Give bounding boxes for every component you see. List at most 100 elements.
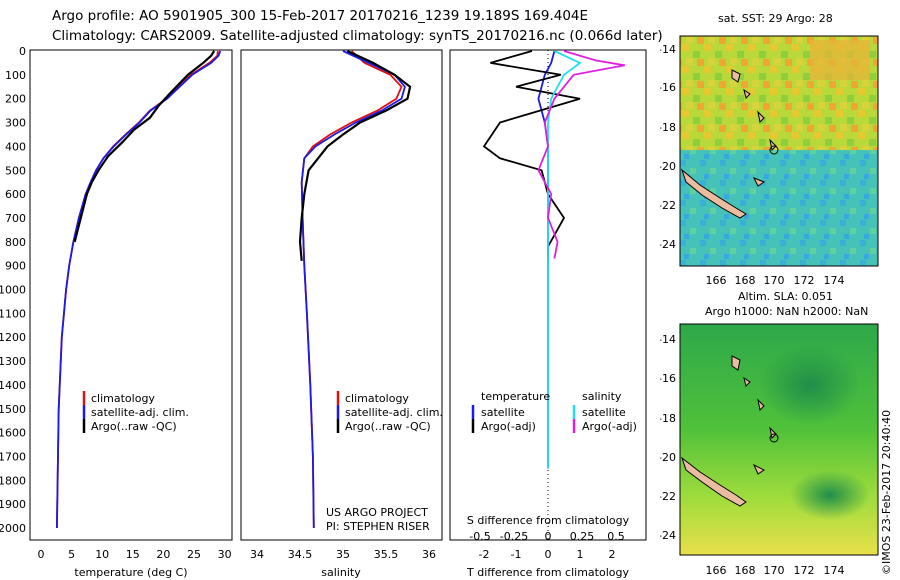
sla-lat-tick: -18 bbox=[660, 412, 676, 425]
depth-tick: 1900 bbox=[0, 498, 26, 511]
argo-location bbox=[769, 433, 779, 443]
depth-tick: 2000 bbox=[0, 522, 26, 535]
salinity-panel bbox=[240, 49, 443, 541]
legend-label: climatology bbox=[91, 392, 155, 405]
series-line bbox=[537, 50, 556, 469]
depth-tick: 700 bbox=[5, 212, 26, 225]
sal-xtick: 34.5 bbox=[288, 548, 313, 561]
depth-tick: 300 bbox=[5, 117, 26, 130]
s-tick: -0.25 bbox=[500, 530, 528, 543]
sst-lat-tick: -16 bbox=[660, 81, 676, 94]
depth-tick: 1700 bbox=[0, 450, 26, 463]
t-tick: 1 bbox=[577, 548, 584, 561]
t-tick: 2 bbox=[609, 548, 616, 561]
sla-lon-tick: 166 bbox=[706, 564, 727, 577]
s-tick: 0 bbox=[545, 530, 552, 543]
depth-tick: 1400 bbox=[0, 379, 26, 392]
pi-note: PI: STEPHEN RISER bbox=[326, 520, 430, 533]
legend-label: satellite bbox=[582, 406, 626, 419]
sst-lat-tick: -24 bbox=[660, 238, 676, 251]
sst-lon-tick: 170 bbox=[764, 274, 785, 287]
sst-lat-tick: -20 bbox=[660, 160, 676, 173]
vanuatu-islands bbox=[731, 355, 777, 475]
depth-tick: 800 bbox=[5, 236, 26, 249]
sla-map-title-1: Altim. SLA: 0.051 bbox=[738, 290, 834, 303]
t-tick: -1 bbox=[511, 548, 522, 561]
sst-map: -14 -16 -18 -20 -22 -24 166 168 170 172 … bbox=[660, 35, 879, 287]
sst-lon-tick: 168 bbox=[735, 274, 756, 287]
depth-axis: 0 100 200 300 400 500 600 700 800 900 1000 1100 1200… bbox=[0, 45, 26, 535]
temp-xtick: 0 bbox=[38, 548, 45, 561]
sla-lat-tick: -24 bbox=[660, 529, 676, 542]
temp-xtick: 10 bbox=[95, 548, 109, 561]
series-line bbox=[56, 50, 219, 529]
legend-label: Argo(-adj) bbox=[481, 420, 536, 433]
series-layer bbox=[56, 50, 625, 529]
series-line bbox=[73, 50, 216, 243]
maps: -14 -16 -18 -20 -22 -24 166 168 170 172 … bbox=[660, 35, 879, 577]
imos-credit: ©IMOS 23-Feb-2017 20:40:40 bbox=[880, 409, 893, 575]
salinity-legend: climatology satellite-adj. clim. Argo(..… bbox=[326, 391, 443, 533]
header-line2: Climatology: CARS2009. Satellite-adjuste… bbox=[52, 28, 663, 44]
header-line1: Argo profile: AO 5901905_300 15-Feb-2017… bbox=[52, 8, 589, 24]
temp-xtick: 20 bbox=[156, 548, 170, 561]
sla-map-title-2: Argo h1000: NaN h2000: NaN bbox=[705, 305, 869, 318]
s-tick: 0.5 bbox=[607, 530, 625, 543]
sla-map: -14 -16 -18 -20 -22 -24 166 168 170 172 … bbox=[660, 323, 879, 577]
sst-lon-tick: 172 bbox=[794, 274, 815, 287]
depth-tick: 1100 bbox=[0, 307, 26, 320]
sal-xtick: 35 bbox=[336, 548, 350, 561]
salinity-xaxis: 34 34.5 35 35.5 36 salinity bbox=[250, 548, 436, 579]
depth-tick: 500 bbox=[5, 164, 26, 177]
legend-head-salinity: salinity bbox=[582, 390, 622, 403]
project-note: US ARGO PROJECT bbox=[326, 506, 428, 519]
sst-lat-tick: -14 bbox=[660, 43, 676, 56]
difference-xaxis: S difference from climatology -0.5 -0.25… bbox=[466, 514, 630, 579]
s-tick: 0.25 bbox=[570, 530, 595, 543]
temp-xlabel: temperature (deg C) bbox=[74, 566, 187, 579]
temperature-panel bbox=[29, 49, 233, 541]
sst-lon-tick: 174 bbox=[824, 274, 845, 287]
sst-map-title: sat. SST: 29 Argo: 28 bbox=[718, 12, 833, 25]
legend-label: satellite-adj. clim. bbox=[91, 406, 189, 419]
series-line bbox=[537, 50, 625, 259]
vanuatu-islands bbox=[731, 69, 777, 187]
series-line bbox=[298, 50, 412, 261]
t-diff-label: T difference from climatology bbox=[466, 566, 629, 579]
legend-label: satellite-adj. clim. bbox=[345, 406, 443, 419]
t-tick: -2 bbox=[479, 548, 490, 561]
depth-tick: 1500 bbox=[0, 403, 26, 416]
legend-label: satellite bbox=[481, 406, 525, 419]
depth-tick: 900 bbox=[5, 260, 26, 273]
sla-lon-tick: 168 bbox=[735, 564, 756, 577]
series-line bbox=[482, 50, 581, 259]
temperature-legend: climatology satellite-adj. clim. Argo(..… bbox=[82, 391, 189, 433]
depth-tick: 0 bbox=[19, 45, 26, 58]
legend-label: Argo(..raw -QC) bbox=[91, 420, 177, 433]
legend-label: Argo(..raw -QC) bbox=[345, 420, 431, 433]
depth-tick: 1600 bbox=[0, 427, 26, 440]
legend-label: Argo(-adj) bbox=[582, 420, 637, 433]
legend-head-temperature: temperature bbox=[481, 390, 550, 403]
profile-charts: 0100200300400500600700800900100011001200… bbox=[0, 45, 647, 579]
sst-lat-tick: -22 bbox=[660, 199, 676, 212]
depth-tick: 1300 bbox=[0, 355, 26, 368]
t-tick: 0 bbox=[545, 548, 552, 561]
sla-lat-tick: -22 bbox=[660, 490, 676, 503]
depth-tick: 200 bbox=[5, 93, 26, 106]
sal-xlabel: salinity bbox=[321, 566, 361, 579]
sla-lat-tick: -16 bbox=[660, 372, 676, 385]
series-line bbox=[56, 50, 222, 529]
sla-lat-tick: -14 bbox=[660, 333, 676, 346]
s-diff-label: S difference from climatology bbox=[467, 514, 630, 527]
depth-tick: 1000 bbox=[0, 284, 26, 297]
sal-xtick: 34 bbox=[250, 548, 264, 561]
argo-location bbox=[769, 145, 779, 155]
temp-xtick: 25 bbox=[187, 548, 201, 561]
temp-xtick: 30 bbox=[218, 548, 232, 561]
sla-lon-tick: 172 bbox=[794, 564, 815, 577]
sal-xtick: 35.5 bbox=[374, 548, 399, 561]
depth-tick: 100 bbox=[5, 69, 26, 82]
depth-tick: 1200 bbox=[0, 331, 26, 344]
sst-lat-tick: -18 bbox=[660, 121, 676, 134]
